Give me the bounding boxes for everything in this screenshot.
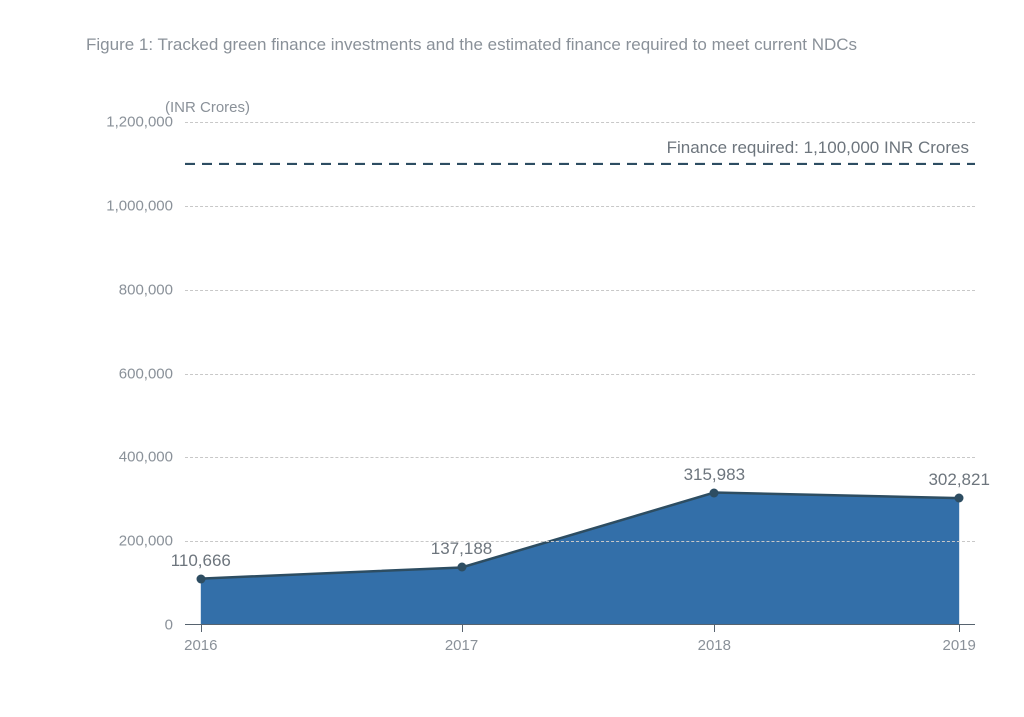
grid-line xyxy=(185,290,975,291)
y-tick-label: 600,000 xyxy=(119,365,173,382)
y-axis-title: (INR Crores) xyxy=(165,99,250,116)
y-tick-label: 0 xyxy=(165,617,173,634)
x-tick-label: 2017 xyxy=(445,637,478,654)
x-tick-mark xyxy=(201,625,202,632)
y-tick-label: 1,200,000 xyxy=(106,114,173,131)
data-marker xyxy=(457,563,466,572)
x-tick-mark xyxy=(959,625,960,632)
grid-line xyxy=(185,206,975,207)
data-label: 137,188 xyxy=(431,539,492,559)
data-label: 110,666 xyxy=(171,551,231,571)
chart-title: Figure 1: Tracked green finance investme… xyxy=(86,35,857,55)
x-tick-label: 2018 xyxy=(698,637,731,654)
grid-line xyxy=(185,541,975,542)
x-tick-mark xyxy=(714,625,715,632)
grid-line xyxy=(185,374,975,375)
x-tick-mark xyxy=(462,625,463,632)
data-marker xyxy=(955,494,964,503)
data-marker xyxy=(196,574,205,583)
y-tick-label: 400,000 xyxy=(119,449,173,466)
data-label: 315,983 xyxy=(684,465,745,485)
data-marker xyxy=(710,488,719,497)
x-axis-line xyxy=(185,624,975,625)
x-tick-label: 2019 xyxy=(943,637,976,654)
plot-area: 0200,000400,000600,000800,0001,000,0001,… xyxy=(185,122,975,625)
y-tick-label: 800,000 xyxy=(119,281,173,298)
x-tick-label: 2016 xyxy=(184,637,217,654)
reference-label: Finance required: 1,100,000 INR Crores xyxy=(667,138,969,158)
grid-line xyxy=(185,457,975,458)
y-tick-label: 200,000 xyxy=(119,533,173,550)
data-label: 302,821 xyxy=(928,470,989,490)
area-fill xyxy=(201,493,959,625)
grid-line xyxy=(185,122,975,123)
y-tick-label: 1,000,000 xyxy=(106,197,173,214)
